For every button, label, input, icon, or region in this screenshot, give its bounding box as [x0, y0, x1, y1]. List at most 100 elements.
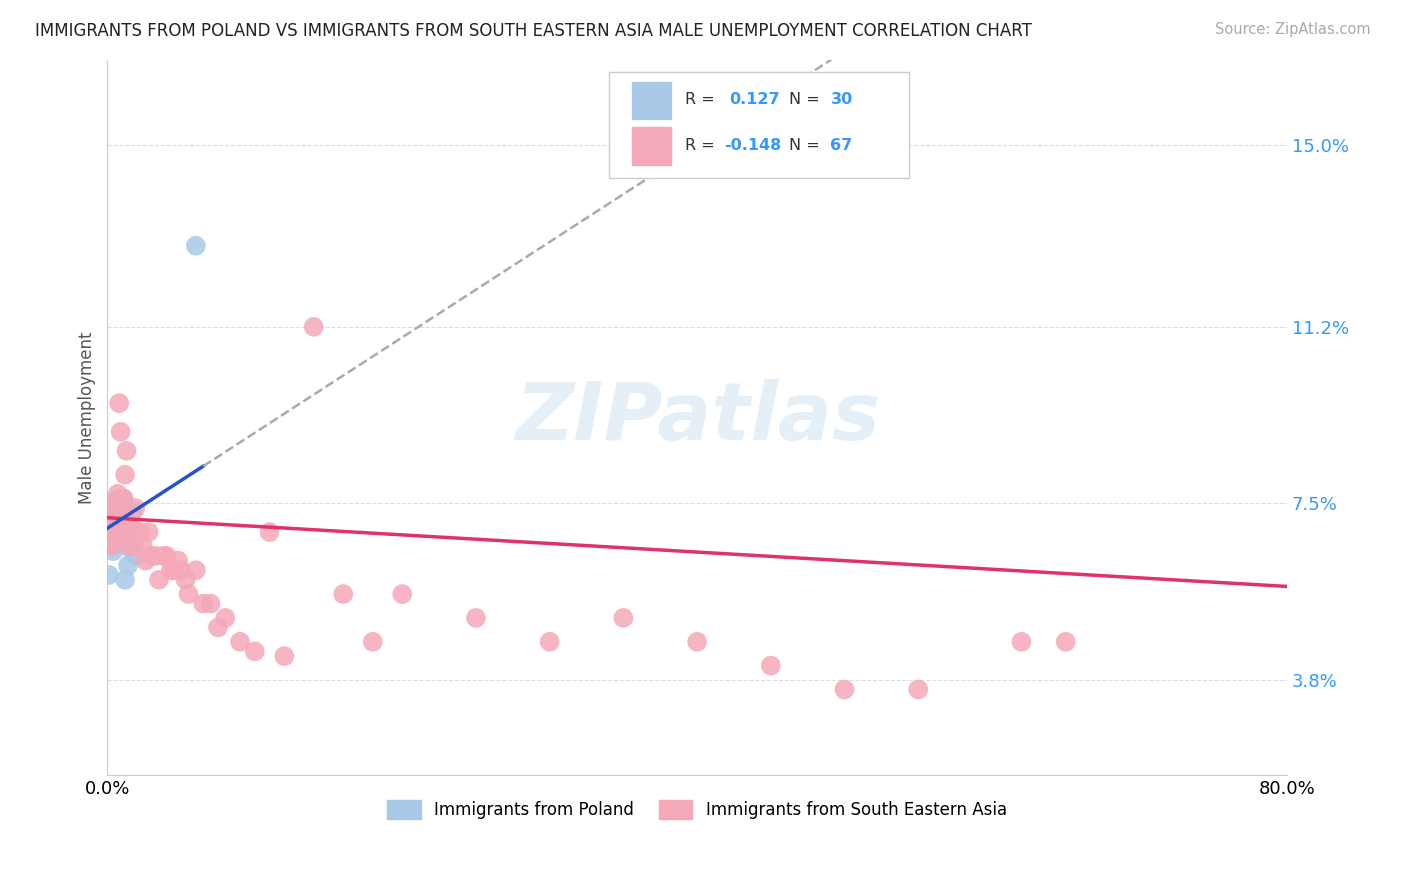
- Text: R =: R =: [685, 92, 716, 107]
- Point: [121, 506, 143, 520]
- Point: [101, 510, 124, 524]
- Point: [1010, 634, 1032, 648]
- Text: -0.148: -0.148: [724, 138, 782, 153]
- Point: [114, 573, 136, 587]
- Point: [105, 510, 128, 524]
- Point: [101, 530, 124, 544]
- Point: [111, 496, 134, 510]
- Point: [128, 524, 150, 539]
- Text: R =: R =: [685, 138, 716, 153]
- Point: [214, 611, 236, 625]
- Point: [200, 597, 222, 611]
- Point: [104, 506, 127, 520]
- Point: [834, 682, 856, 697]
- Text: N =: N =: [789, 92, 820, 107]
- Point: [110, 530, 132, 544]
- Point: [170, 563, 193, 577]
- Point: [107, 524, 129, 539]
- Point: [97, 506, 120, 520]
- Point: [117, 558, 139, 573]
- Point: [538, 634, 561, 648]
- Point: [193, 597, 215, 611]
- Point: [112, 491, 135, 506]
- Point: [174, 573, 197, 587]
- Point: [108, 491, 131, 506]
- Point: [207, 620, 229, 634]
- Text: Source: ZipAtlas.com: Source: ZipAtlas.com: [1215, 22, 1371, 37]
- Point: [120, 539, 142, 553]
- Point: [145, 549, 167, 563]
- Point: [332, 587, 354, 601]
- Point: [148, 573, 170, 587]
- Point: [759, 658, 782, 673]
- Point: [259, 524, 281, 539]
- Point: [104, 496, 127, 510]
- Point: [118, 516, 141, 530]
- Point: [155, 549, 177, 563]
- Point: [229, 634, 252, 648]
- Y-axis label: Male Unemployment: Male Unemployment: [79, 331, 96, 504]
- Point: [97, 539, 120, 553]
- Point: [111, 524, 134, 539]
- Point: [107, 501, 129, 516]
- Point: [163, 563, 186, 577]
- Point: [103, 530, 125, 544]
- Point: [243, 644, 266, 658]
- Point: [115, 539, 138, 553]
- Point: [104, 520, 127, 534]
- Point: [98, 534, 121, 549]
- Text: N =: N =: [789, 138, 820, 153]
- Bar: [633, 128, 671, 165]
- Point: [135, 554, 157, 568]
- Point: [302, 319, 325, 334]
- Point: [138, 524, 160, 539]
- Text: 30: 30: [831, 92, 852, 107]
- Point: [124, 501, 146, 516]
- Point: [465, 611, 488, 625]
- Point: [124, 549, 146, 563]
- Point: [132, 539, 155, 553]
- Point: [105, 534, 128, 549]
- Legend: Immigrants from Poland, Immigrants from South Eastern Asia: Immigrants from Poland, Immigrants from …: [381, 793, 1014, 825]
- Point: [114, 467, 136, 482]
- Point: [125, 524, 148, 539]
- Point: [101, 539, 124, 553]
- Point: [107, 506, 129, 520]
- Point: [177, 587, 200, 601]
- FancyBboxPatch shape: [609, 71, 910, 178]
- Point: [686, 634, 709, 648]
- Point: [121, 524, 143, 539]
- Point: [111, 496, 134, 510]
- Point: [159, 563, 181, 577]
- Point: [122, 539, 145, 553]
- Point: [115, 443, 138, 458]
- Point: [612, 611, 634, 625]
- Point: [103, 516, 125, 530]
- Point: [114, 506, 136, 520]
- Point: [97, 568, 120, 582]
- Point: [1054, 634, 1077, 648]
- Point: [103, 516, 125, 530]
- Point: [152, 549, 174, 563]
- Point: [108, 516, 131, 530]
- Point: [101, 496, 124, 510]
- Point: [98, 524, 121, 539]
- Point: [112, 491, 135, 506]
- Text: IMMIGRANTS FROM POLAND VS IMMIGRANTS FROM SOUTH EASTERN ASIA MALE UNEMPLOYMENT C: IMMIGRANTS FROM POLAND VS IMMIGRANTS FRO…: [35, 22, 1032, 40]
- Point: [118, 539, 141, 553]
- Point: [112, 516, 135, 530]
- Point: [141, 549, 163, 563]
- Point: [273, 649, 295, 664]
- Text: 67: 67: [831, 138, 852, 153]
- Text: ZIPatlas: ZIPatlas: [515, 378, 880, 457]
- Point: [111, 524, 134, 539]
- Point: [98, 506, 121, 520]
- Point: [105, 496, 128, 510]
- Point: [184, 563, 207, 577]
- Point: [391, 587, 413, 601]
- Point: [98, 516, 121, 530]
- Point: [184, 238, 207, 252]
- Point: [103, 510, 125, 524]
- Point: [117, 524, 139, 539]
- Point: [104, 506, 127, 520]
